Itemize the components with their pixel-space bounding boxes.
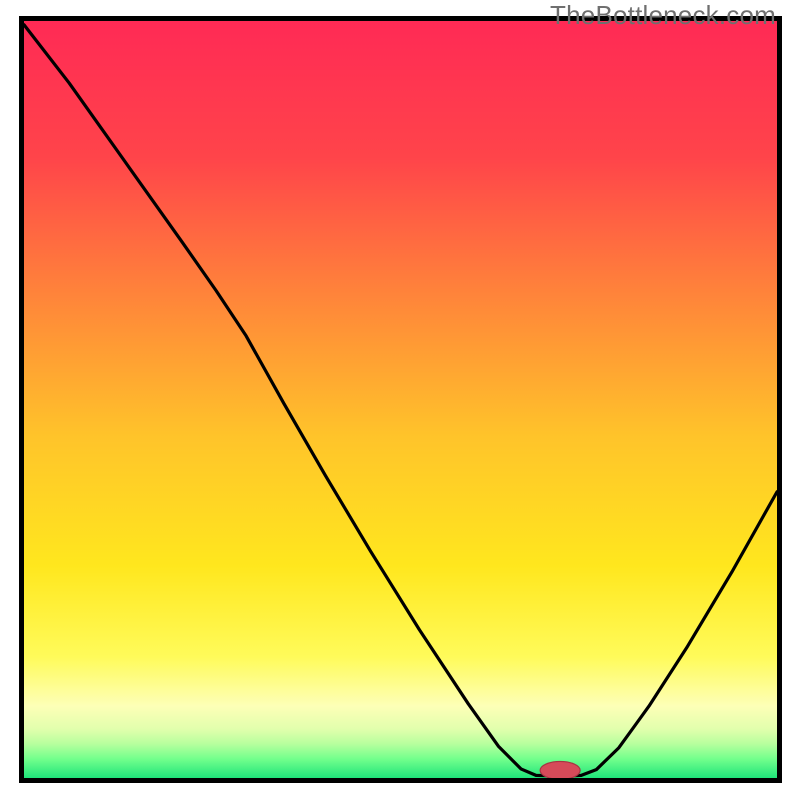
gradient-background bbox=[24, 21, 777, 778]
optimal-marker bbox=[540, 761, 580, 779]
watermark-text: TheBottleneck.com bbox=[550, 0, 776, 31]
stage: TheBottleneck.com bbox=[0, 0, 800, 800]
plot-svg bbox=[0, 0, 800, 800]
